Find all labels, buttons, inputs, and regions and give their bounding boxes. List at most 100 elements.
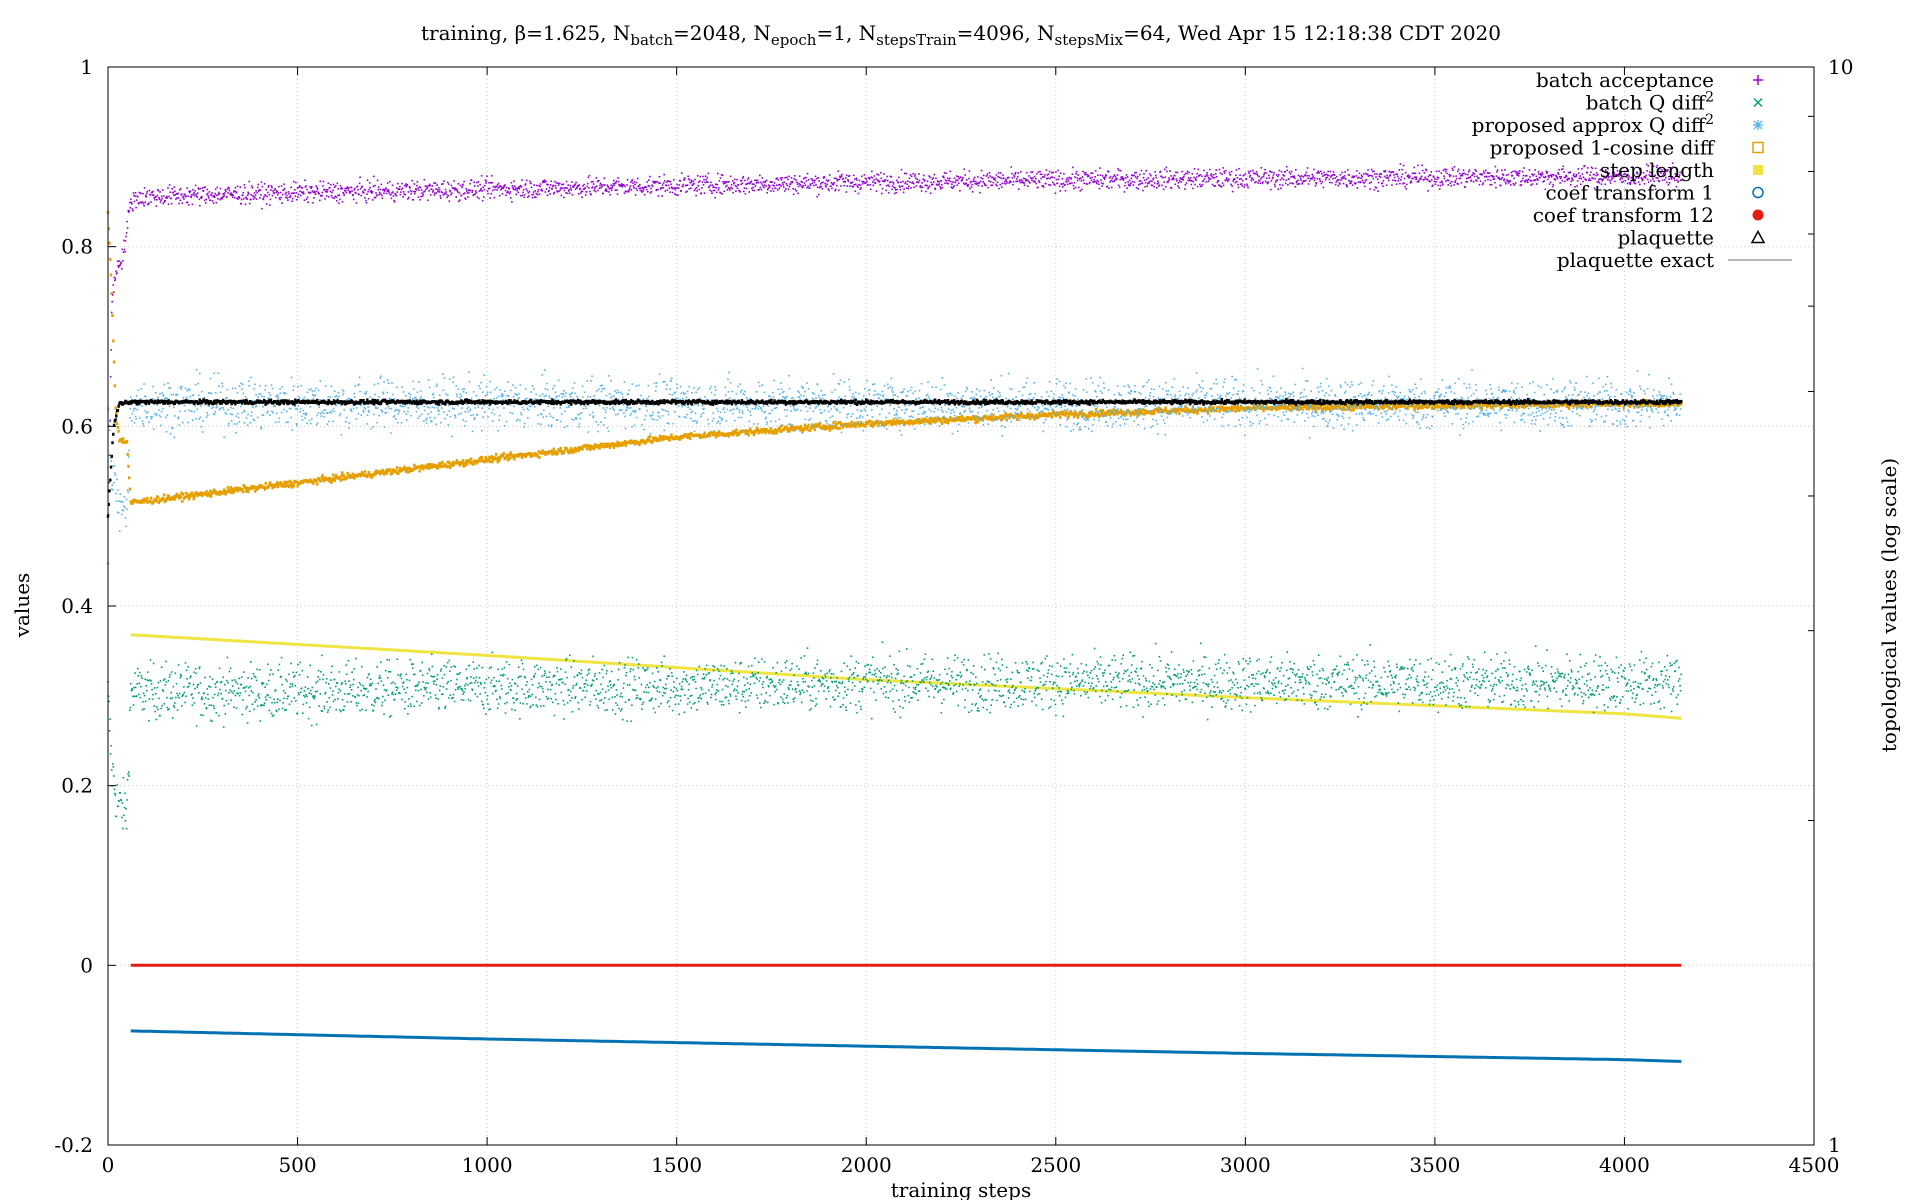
data-point (565, 659, 567, 661)
data-point (1632, 681, 1635, 684)
data-point (782, 701, 784, 703)
data-point (936, 679, 939, 682)
data-point (568, 694, 570, 697)
data-point (407, 470, 410, 474)
data-point (134, 672, 136, 674)
data-point (235, 707, 238, 709)
data-point (1456, 684, 1458, 687)
data-point (1099, 656, 1102, 658)
data-point (1417, 681, 1420, 684)
data-point (574, 695, 577, 698)
data-point (1322, 669, 1325, 672)
data-point (1302, 686, 1305, 689)
data-point (1172, 684, 1174, 687)
data-point (912, 422, 915, 426)
data-point (1183, 409, 1186, 413)
data-point (520, 675, 522, 677)
data-point (345, 476, 348, 480)
data-point (586, 444, 590, 448)
data-point (1617, 681, 1619, 683)
data-point (563, 449, 566, 453)
data-point (785, 666, 787, 669)
data-point (1320, 404, 1323, 408)
data-point (1033, 692, 1035, 695)
data-point (1520, 677, 1523, 679)
data-point (1040, 698, 1043, 700)
data-point (403, 688, 405, 690)
data-point (1167, 411, 1170, 415)
data-point (837, 686, 839, 689)
data-point (536, 453, 539, 457)
data-point (809, 427, 813, 430)
data-point (1019, 694, 1021, 697)
data-point (933, 677, 936, 679)
data-point (1029, 690, 1031, 693)
data-point (1425, 403, 1428, 407)
data-point (295, 671, 298, 674)
data-point (446, 682, 448, 685)
data-point (235, 681, 237, 683)
data-point (426, 463, 430, 467)
data-point (1133, 654, 1136, 657)
data-point (283, 697, 285, 700)
data-point (1122, 654, 1125, 656)
data-point (746, 682, 749, 684)
data-point (340, 710, 342, 713)
data-point (354, 696, 357, 698)
data-point (1093, 668, 1095, 670)
data-point (687, 697, 689, 700)
data-point (1581, 676, 1584, 678)
data-point (559, 678, 561, 681)
data-point (1661, 685, 1664, 687)
data-point (478, 664, 480, 667)
data-point (949, 688, 952, 690)
data-point (922, 420, 925, 424)
data-point (611, 696, 613, 699)
data-point (592, 447, 596, 451)
data-point (645, 440, 648, 444)
data-point (1167, 664, 1170, 666)
data-point (373, 700, 376, 703)
data-point (680, 688, 682, 690)
data-point (457, 686, 459, 689)
data-point (364, 688, 367, 690)
data-point (558, 684, 560, 686)
data-point (609, 684, 612, 686)
data-point (600, 699, 603, 701)
data-point (507, 692, 509, 694)
data-point (736, 689, 738, 692)
data-point (1360, 708, 1363, 711)
data-point (246, 705, 248, 708)
data-point (1310, 697, 1312, 699)
data-point (572, 685, 575, 687)
data-point (411, 667, 414, 669)
data-point (400, 673, 402, 675)
data-point (228, 488, 231, 492)
data-point (428, 466, 431, 470)
data-point (316, 690, 318, 693)
data-point (651, 672, 654, 675)
data-point (861, 688, 864, 691)
data-point (658, 691, 661, 693)
data-point (1341, 692, 1343, 694)
data-point (487, 676, 490, 679)
data-point (1025, 661, 1027, 663)
data-point (740, 662, 742, 664)
data-point (1338, 688, 1340, 690)
data-point (275, 481, 279, 485)
data-point (308, 692, 310, 694)
data-point (579, 687, 582, 689)
data-point (1140, 667, 1143, 669)
data-point (1299, 404, 1302, 408)
data-point (1176, 683, 1179, 686)
data-point (460, 461, 464, 465)
data-point (150, 683, 153, 685)
data-point (833, 425, 837, 429)
data-point (1177, 677, 1180, 679)
data-point (200, 714, 202, 716)
data-point (1022, 703, 1024, 706)
data-point (1338, 671, 1341, 673)
data-point (564, 671, 567, 673)
data-point (1035, 688, 1037, 690)
data-point (799, 691, 802, 694)
